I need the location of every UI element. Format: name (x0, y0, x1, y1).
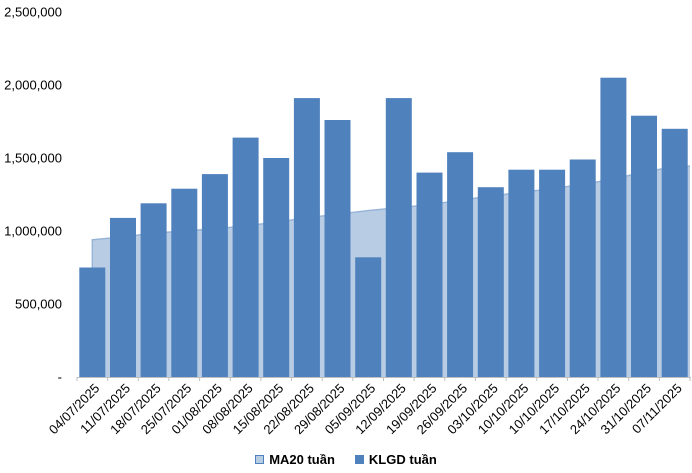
klgd-bar (447, 152, 474, 377)
klgd-bar (661, 128, 688, 377)
klgd-bar (140, 203, 167, 377)
y-axis-label: 2,500,000 (4, 5, 62, 20)
legend-item-klgd: KLGD tuần (354, 452, 437, 467)
legend-item-ma20: MA20 tuần (255, 452, 335, 467)
klgd-bar (263, 158, 290, 377)
klgd-bar (569, 159, 596, 377)
klgd-bar (600, 77, 627, 377)
klgd-bar (110, 217, 136, 377)
y-axis-label: - (58, 370, 62, 385)
chart-legend: MA20 tuần KLGD tuần (0, 452, 692, 467)
klgd-bar (416, 172, 443, 377)
y-axis-label: 1,000,000 (4, 224, 62, 239)
klgd-bar (355, 257, 382, 377)
y-axis-label: 500,000 (15, 297, 62, 312)
klgd-bar (201, 174, 228, 377)
klgd-bar (508, 169, 535, 377)
klgd-bar (385, 98, 412, 377)
ma20-line (91, 165, 691, 377)
legend-label-ma20: MA20 tuần (269, 452, 335, 467)
y-axis-label: 2,000,000 (4, 78, 62, 93)
klgd-bar (539, 169, 566, 377)
klgd-bar-swatch-icon (354, 455, 364, 464)
ma20-area-swatch-icon (255, 455, 265, 464)
klgd-bar (293, 98, 320, 377)
klgd-bar (79, 267, 106, 377)
y-axis-label: 1,500,000 (4, 151, 62, 166)
klgd-bar (324, 120, 351, 377)
klgd-bar (477, 187, 504, 377)
klgd-bar (171, 188, 198, 377)
klgd-bar (232, 137, 259, 377)
klgd-bar (631, 115, 657, 377)
legend-label-klgd: KLGD tuần (368, 452, 437, 467)
